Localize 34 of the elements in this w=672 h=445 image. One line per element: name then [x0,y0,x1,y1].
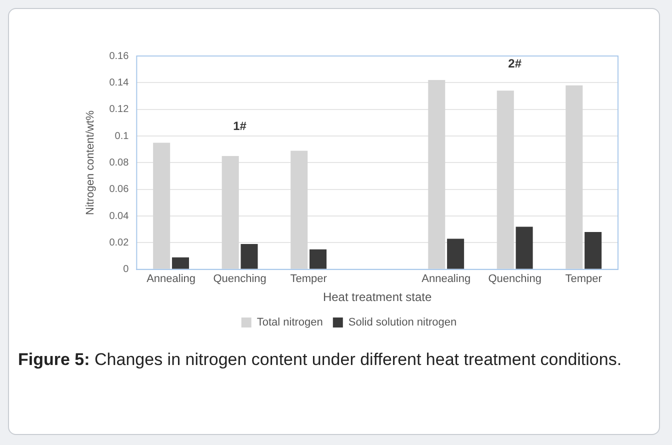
annotation: 1# [233,119,247,134]
x-tick-label: Quenching [488,273,542,286]
legend-label: Total nitrogen [256,316,323,329]
y-tick-label: 0.08 [109,157,130,168]
y-tick-label: 0.14 [109,77,130,88]
text: Figure 5: Changes in nitrogen content under different heat treatment conditions. [18,350,622,369]
y-tick-label: 0.04 [109,210,130,222]
bar [447,238,464,269]
y-tick-label: 0.02 [109,237,130,248]
bar [222,156,239,269]
x-tick-label: Quenching [213,273,266,286]
bar [566,85,583,269]
x-axis-title: Heat treatment state [322,290,432,304]
x-tick-label: Annealing [422,273,471,286]
y-tick-label: 0.16 [109,50,130,62]
bar [310,249,327,269]
y-tick-label: 0 [123,264,130,276]
bar [290,150,308,269]
y-axis-title: Nitrogen content/wt% [84,110,97,215]
y-tick-label: 0.1 [114,130,130,142]
bar [496,90,514,269]
bar [428,80,446,269]
y-tick-label: 0.12 [109,104,130,116]
legend-label: Solid solution nitrogen [348,316,457,329]
annotation: 2# [508,56,522,70]
x-tick-label: Annealing [146,273,196,286]
bar [584,232,602,269]
x-tick-label: Temper [290,273,328,286]
bar [153,142,170,269]
bar [172,257,190,269]
bar [516,226,533,269]
y-tick-label: 0.06 [109,184,130,196]
x-tick-label: Temper [565,273,602,286]
bar [240,244,258,269]
